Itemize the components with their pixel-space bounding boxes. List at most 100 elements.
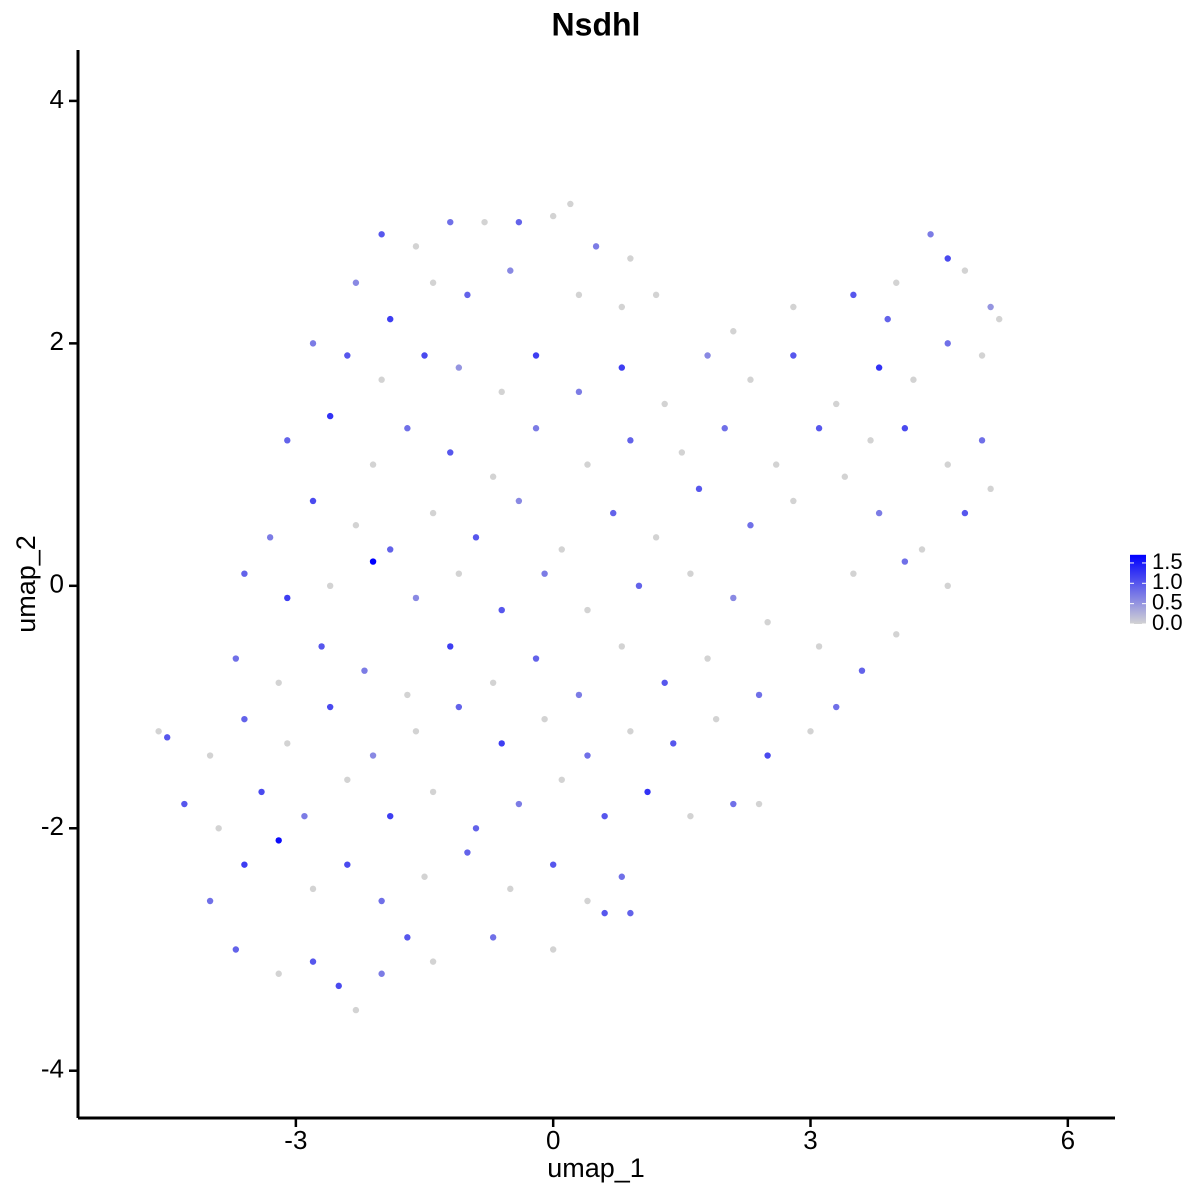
point (532, 655, 540, 662)
chart-title: Nsdhl (552, 6, 641, 42)
point (481, 218, 488, 226)
point (515, 800, 523, 808)
point (275, 837, 282, 844)
point (326, 412, 334, 420)
point (764, 618, 771, 626)
point (815, 643, 823, 650)
point (232, 946, 240, 953)
point (352, 522, 360, 529)
point (695, 485, 703, 493)
point (978, 352, 986, 359)
point (627, 437, 634, 444)
point (326, 582, 334, 590)
point (961, 509, 969, 517)
y-tick-label: 0 (50, 569, 64, 599)
point (644, 788, 651, 796)
point (755, 691, 763, 699)
point (301, 812, 308, 820)
point (618, 873, 626, 880)
x-tick-label: 3 (803, 1125, 817, 1155)
point (206, 897, 214, 905)
point (961, 267, 969, 274)
point (266, 534, 274, 541)
point (584, 897, 591, 905)
point (541, 715, 548, 723)
point (412, 728, 420, 735)
point (790, 352, 797, 359)
point (944, 461, 951, 468)
point (901, 558, 909, 565)
point (412, 594, 420, 602)
point (387, 812, 394, 820)
point (464, 849, 471, 856)
point (918, 546, 926, 553)
point (309, 497, 317, 505)
point (549, 946, 557, 953)
point (489, 934, 497, 941)
point (712, 715, 720, 723)
point (618, 643, 626, 650)
point (678, 449, 686, 456)
point (498, 388, 505, 396)
point (687, 812, 694, 820)
point (532, 352, 540, 359)
point (549, 861, 557, 868)
point (369, 558, 377, 565)
point (567, 200, 574, 208)
y-tick-label: 4 (50, 84, 64, 114)
point (747, 376, 754, 383)
point (730, 800, 737, 808)
point (987, 485, 994, 493)
point (910, 376, 917, 383)
y-tick-label: -4 (41, 1054, 64, 1084)
point (344, 861, 351, 868)
point (472, 825, 480, 832)
x-tick-label: 6 (1061, 1125, 1075, 1155)
point (361, 667, 368, 674)
colorbar-tick-label: 0.5 (1152, 589, 1183, 614)
point (987, 303, 994, 311)
point (850, 570, 857, 577)
point (996, 315, 1003, 323)
point (378, 376, 385, 383)
point (515, 497, 523, 505)
point (833, 400, 840, 408)
point (730, 594, 737, 602)
point (284, 594, 291, 602)
point (387, 546, 394, 553)
point (584, 752, 591, 759)
point (584, 461, 591, 468)
point (687, 570, 694, 577)
point (344, 776, 351, 783)
point (284, 740, 291, 747)
point (584, 606, 591, 614)
colorbar (1130, 554, 1146, 624)
point (772, 461, 780, 468)
point (558, 776, 565, 783)
point (507, 885, 514, 893)
point (790, 497, 797, 505)
point (335, 982, 342, 990)
point (369, 461, 377, 468)
point (858, 667, 866, 674)
point (275, 970, 282, 977)
point (558, 546, 565, 553)
point (472, 534, 480, 541)
point (181, 800, 188, 808)
point (978, 437, 986, 444)
point (164, 734, 171, 741)
point (807, 728, 814, 735)
point (884, 315, 891, 323)
point (455, 570, 463, 577)
point (747, 522, 754, 529)
point (704, 655, 711, 662)
point (498, 740, 505, 747)
point (893, 631, 900, 638)
point (867, 437, 874, 444)
point (730, 328, 737, 335)
point (575, 388, 583, 396)
point (901, 425, 909, 432)
point (429, 958, 437, 965)
point (421, 352, 428, 359)
